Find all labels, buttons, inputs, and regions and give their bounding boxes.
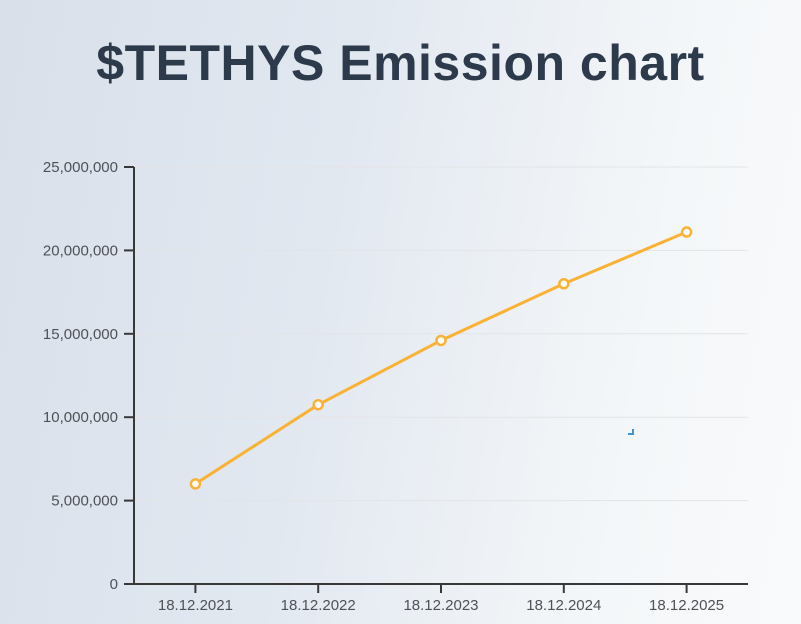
y-axis-tick-label: 5,000,000 — [51, 493, 118, 510]
data-point-marker[interactable] — [312, 398, 324, 411]
data-point-marker[interactable] — [189, 478, 202, 490]
y-axis-tick-label: 20,000,000 — [43, 242, 118, 259]
x-axis-tick-label: 18.12.2024 — [526, 597, 601, 614]
blue-artifact-mark — [628, 429, 634, 435]
data-point-marker[interactable] — [558, 278, 570, 290]
y-axis-tick-label: 0 — [110, 576, 118, 593]
x-axis-tick-label: 18.12.2025 — [649, 597, 724, 614]
y-axis-tick-label: 25,000,000 — [43, 159, 118, 176]
x-axis-tick-label: 18.12.2022 — [281, 597, 356, 614]
y-axis-tick-label: 10,000,000 — [43, 409, 118, 426]
data-point-marker[interactable] — [680, 226, 693, 238]
x-axis-tick-label: 18.12.2023 — [403, 597, 478, 614]
emission-line — [193, 230, 689, 486]
x-axis-tick-label: 18.12.2021 — [158, 597, 233, 614]
y-axis-tick-label: 15,000,000 — [43, 326, 118, 343]
page-title: $TETHYS Emission chart — [96, 35, 705, 91]
data-point-marker[interactable] — [435, 334, 447, 347]
